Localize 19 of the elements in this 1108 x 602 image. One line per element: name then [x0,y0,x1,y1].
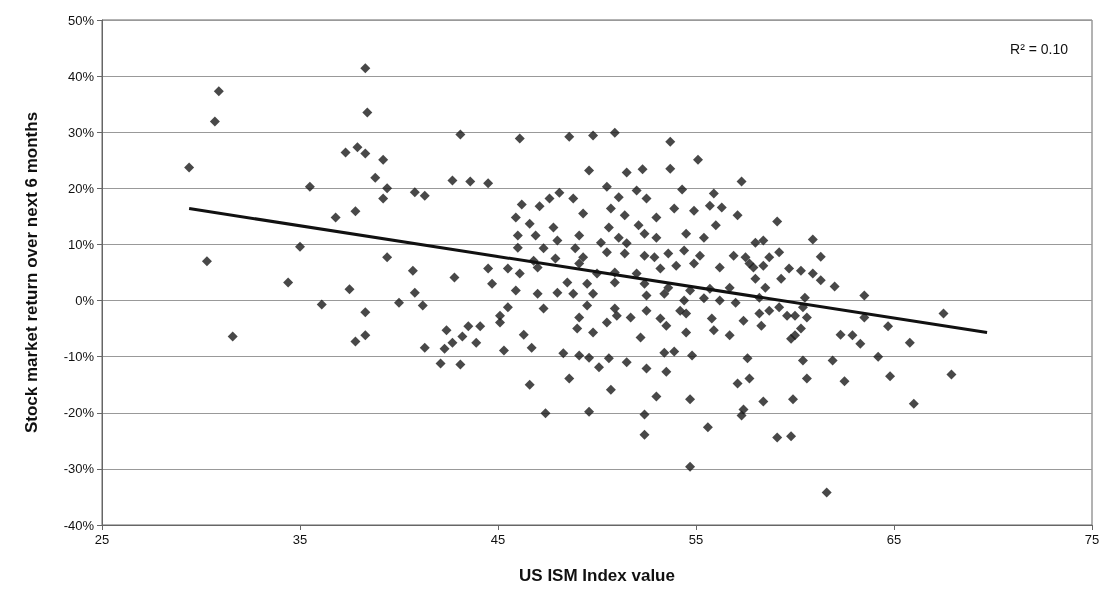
y-axis-title: Stock market return over next 6 months [22,111,41,434]
y-tick-label: 0% [75,293,95,309]
x-tick-label: 35 [292,532,308,547]
y-tick-label: -40% [63,517,95,533]
y-tick-label: -10% [63,349,95,365]
x-tick-label: 75 [1084,532,1100,547]
y-tick-label: -30% [63,461,95,477]
x-axis-title: US ISM Index value [519,566,675,585]
x-tick-label: 65 [886,532,902,547]
y-tick-label: 10% [67,236,95,252]
x-tick-label: 45 [490,532,506,547]
annotation: R² = 0.10 [1010,41,1069,57]
y-tick-label: 30% [67,124,95,140]
y-tick-label: 50% [67,12,95,28]
y-tick-label: -20% [63,405,95,421]
x-tick-label: 25 [94,532,110,547]
x-tick-label: 55 [688,532,704,547]
y-tick-label: 20% [67,180,95,196]
y-tick-label: 40% [67,68,95,84]
